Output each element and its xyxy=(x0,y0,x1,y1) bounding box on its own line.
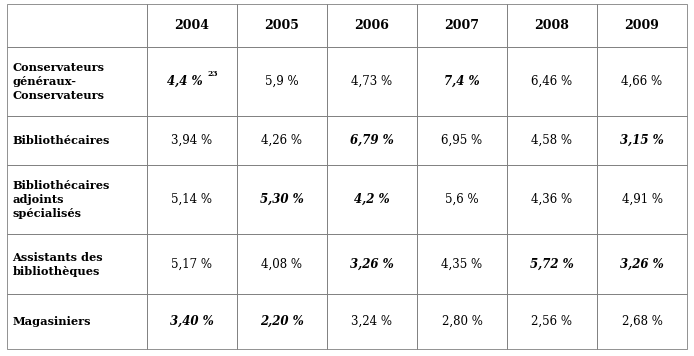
Bar xyxy=(7,234,147,294)
Text: 6,95 %: 6,95 % xyxy=(441,134,482,147)
Text: 2,80 %: 2,80 % xyxy=(441,315,482,328)
Text: 2005: 2005 xyxy=(264,19,299,32)
Bar xyxy=(507,47,597,116)
Text: 2,20 %: 2,20 % xyxy=(260,315,304,328)
Bar xyxy=(597,47,687,116)
Bar xyxy=(507,116,597,165)
Text: Bibliothécaires
adjoints
spécialisés: Bibliothécaires adjoints spécialisés xyxy=(12,180,110,219)
Text: 2007: 2007 xyxy=(444,19,480,32)
Bar xyxy=(237,234,327,294)
Text: Assistants des
bibliothèques: Assistants des bibliothèques xyxy=(12,252,103,277)
Bar xyxy=(417,47,507,116)
Text: 3,26 %: 3,26 % xyxy=(350,258,393,271)
Text: 3,15 %: 3,15 % xyxy=(620,134,664,147)
Bar xyxy=(417,294,507,349)
Bar xyxy=(237,116,327,165)
Text: 3,40 %: 3,40 % xyxy=(170,315,214,328)
Bar xyxy=(7,47,147,116)
Bar xyxy=(327,116,417,165)
Bar xyxy=(417,4,507,47)
Text: 5,14 %: 5,14 % xyxy=(171,193,212,206)
Text: 5,17 %: 5,17 % xyxy=(171,258,212,271)
Text: 4,2 %: 4,2 % xyxy=(354,193,390,206)
Text: 2009: 2009 xyxy=(625,19,659,32)
Text: 5,72 %: 5,72 % xyxy=(530,258,574,271)
Bar xyxy=(147,116,237,165)
Text: 3,94 %: 3,94 % xyxy=(171,134,212,147)
Bar xyxy=(147,294,237,349)
Bar xyxy=(417,165,507,234)
Bar xyxy=(7,165,147,234)
Bar xyxy=(237,4,327,47)
Text: 2,56 %: 2,56 % xyxy=(532,315,573,328)
Text: 6,46 %: 6,46 % xyxy=(532,75,573,88)
Text: 4,58 %: 4,58 % xyxy=(532,134,573,147)
Text: 2006: 2006 xyxy=(355,19,389,32)
Bar xyxy=(237,47,327,116)
Bar xyxy=(327,234,417,294)
Bar xyxy=(147,47,237,116)
Bar xyxy=(147,165,237,234)
Bar xyxy=(597,165,687,234)
Bar xyxy=(7,4,147,47)
Text: Magasiniers: Magasiniers xyxy=(12,316,91,327)
Bar xyxy=(507,165,597,234)
Text: 5,6 %: 5,6 % xyxy=(445,193,479,206)
Text: 4,26 %: 4,26 % xyxy=(262,134,303,147)
Text: 2,68 %: 2,68 % xyxy=(622,315,663,328)
Bar xyxy=(327,4,417,47)
Text: 4,91 %: 4,91 % xyxy=(622,193,663,206)
Text: 4,36 %: 4,36 % xyxy=(532,193,573,206)
Bar xyxy=(417,116,507,165)
Text: 4,66 %: 4,66 % xyxy=(621,75,663,88)
Text: 6,79 %: 6,79 % xyxy=(350,134,393,147)
Text: 2004: 2004 xyxy=(174,19,210,32)
Text: 3,24 %: 3,24 % xyxy=(351,315,392,328)
Text: 4,4 %: 4,4 % xyxy=(167,75,203,88)
Text: 2008: 2008 xyxy=(534,19,570,32)
Bar xyxy=(507,4,597,47)
Bar xyxy=(417,234,507,294)
Bar xyxy=(597,294,687,349)
Bar xyxy=(597,4,687,47)
Text: 23: 23 xyxy=(207,70,218,78)
Text: Bibliothécaires: Bibliothécaires xyxy=(12,135,110,146)
Text: 3,26 %: 3,26 % xyxy=(620,258,664,271)
Bar xyxy=(507,234,597,294)
Text: 5,30 %: 5,30 % xyxy=(260,193,304,206)
Bar xyxy=(507,294,597,349)
Bar xyxy=(237,294,327,349)
Bar xyxy=(147,4,237,47)
Text: 5,9 %: 5,9 % xyxy=(265,75,298,88)
Bar xyxy=(327,47,417,116)
Text: 4,35 %: 4,35 % xyxy=(441,258,482,271)
Bar xyxy=(237,165,327,234)
Text: Conservateurs
généraux-
Conservateurs: Conservateurs généraux- Conservateurs xyxy=(12,62,105,101)
Bar xyxy=(597,234,687,294)
Bar xyxy=(597,116,687,165)
Text: 4,08 %: 4,08 % xyxy=(262,258,303,271)
Text: 7,4 %: 7,4 % xyxy=(444,75,480,88)
Text: 4,73 %: 4,73 % xyxy=(351,75,393,88)
Bar xyxy=(7,294,147,349)
Bar xyxy=(327,294,417,349)
Bar xyxy=(7,116,147,165)
Bar xyxy=(327,165,417,234)
Bar xyxy=(147,234,237,294)
